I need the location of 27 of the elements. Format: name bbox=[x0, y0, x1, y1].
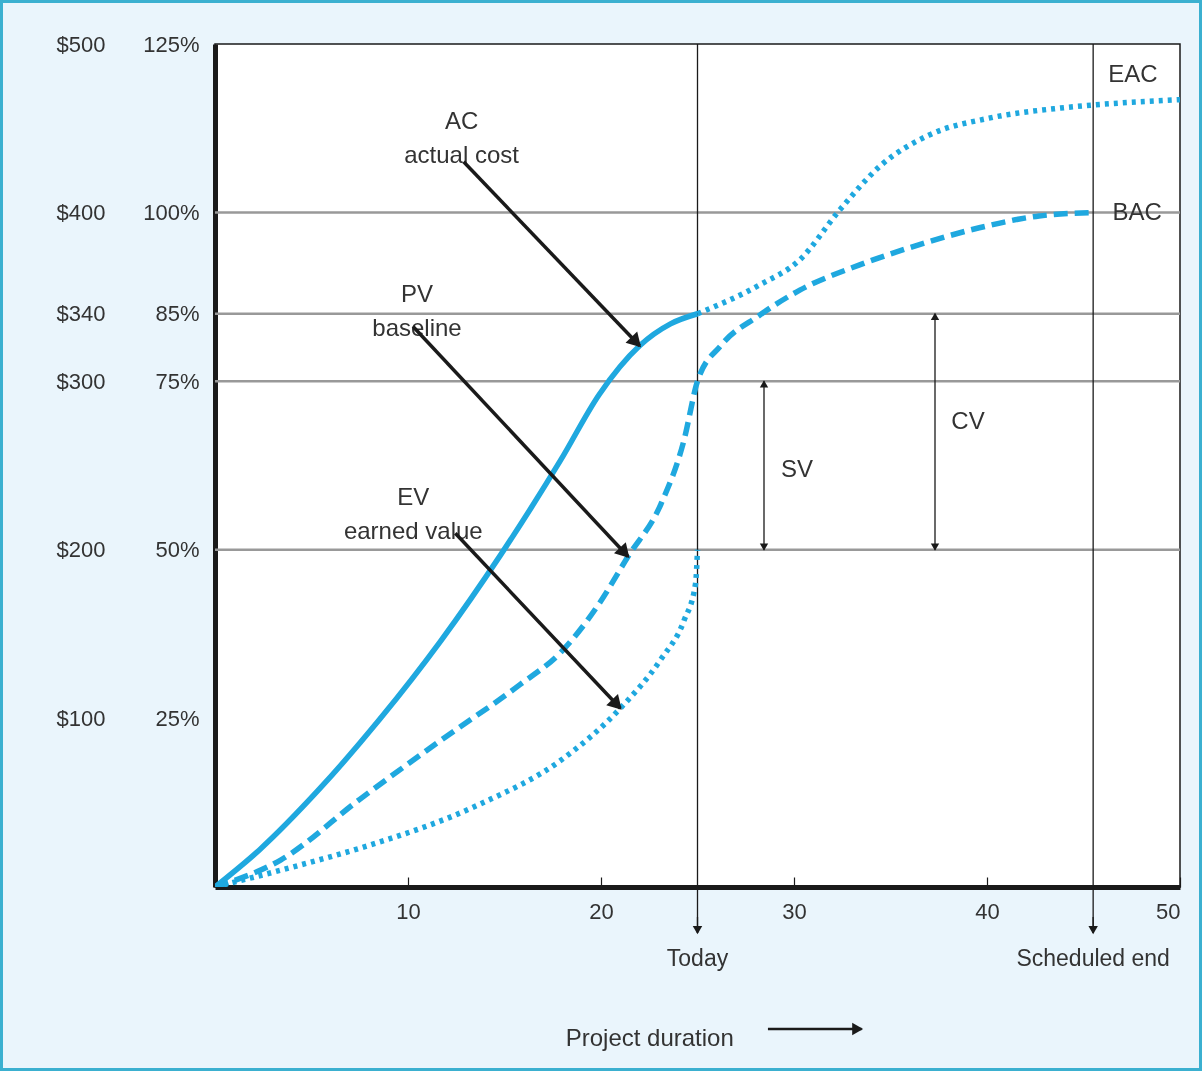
x-tick-label: 20 bbox=[589, 898, 614, 924]
y2-tick-label: 75% bbox=[155, 368, 200, 394]
y-tick-label: $500 bbox=[56, 31, 106, 57]
annotation: BAC bbox=[1112, 197, 1162, 225]
annotation: AC actual cost bbox=[404, 106, 520, 168]
annotation: PV baseline bbox=[372, 279, 462, 341]
x-axis-title: Project duration bbox=[565, 1023, 734, 1051]
y2-tick-label: 25% bbox=[155, 705, 200, 731]
y-tick-label: $100 bbox=[56, 705, 106, 731]
ref-line-label: Today bbox=[666, 945, 729, 971]
annotation: CV bbox=[951, 407, 985, 434]
y2-tick-label: 125% bbox=[143, 31, 200, 57]
annotation: EAC bbox=[1108, 59, 1158, 87]
y2-tick-label: 85% bbox=[155, 301, 200, 327]
y-tick-label: $300 bbox=[56, 368, 106, 394]
x-tick-label: 30 bbox=[782, 898, 807, 924]
y-tick-label: $340 bbox=[56, 301, 106, 327]
annotation: SV bbox=[780, 455, 814, 482]
ref-line-label: Scheduled end bbox=[1016, 945, 1170, 971]
x-tick-label: 40 bbox=[975, 898, 1000, 924]
annotation: EV earned value bbox=[343, 483, 483, 545]
x-tick-label: 50 bbox=[1156, 898, 1181, 924]
y-tick-label: $200 bbox=[56, 537, 106, 563]
y2-tick-label: 100% bbox=[143, 200, 200, 226]
x-tick-label: 10 bbox=[396, 898, 421, 924]
y-tick-label: $400 bbox=[56, 200, 106, 226]
y2-tick-label: 50% bbox=[155, 537, 200, 563]
